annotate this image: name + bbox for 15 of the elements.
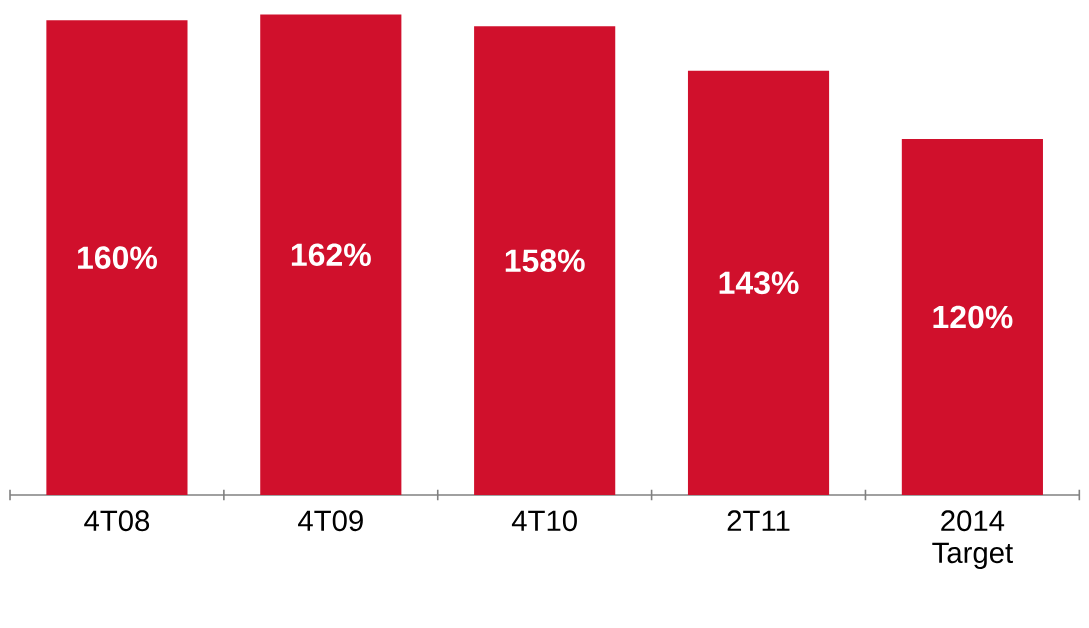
x-tick-label: 2014 Target [932,510,1013,569]
data-label: 160% [78,246,157,269]
bar [46,20,188,495]
data-label: 162% [291,243,371,267]
bar [901,139,1043,495]
data-label: 143% [719,271,799,295]
x-tick-label: 2T11 [727,510,790,531]
bar [687,70,830,495]
data-label: 158% [505,249,585,272]
bar [260,14,402,495]
x-tick-label: 4T10 [511,510,577,532]
data-label: 120% [933,305,1013,329]
x-tick-label: 4T09 [298,510,363,532]
x-tick-label: 4T08 [84,510,150,532]
bar [474,26,616,495]
